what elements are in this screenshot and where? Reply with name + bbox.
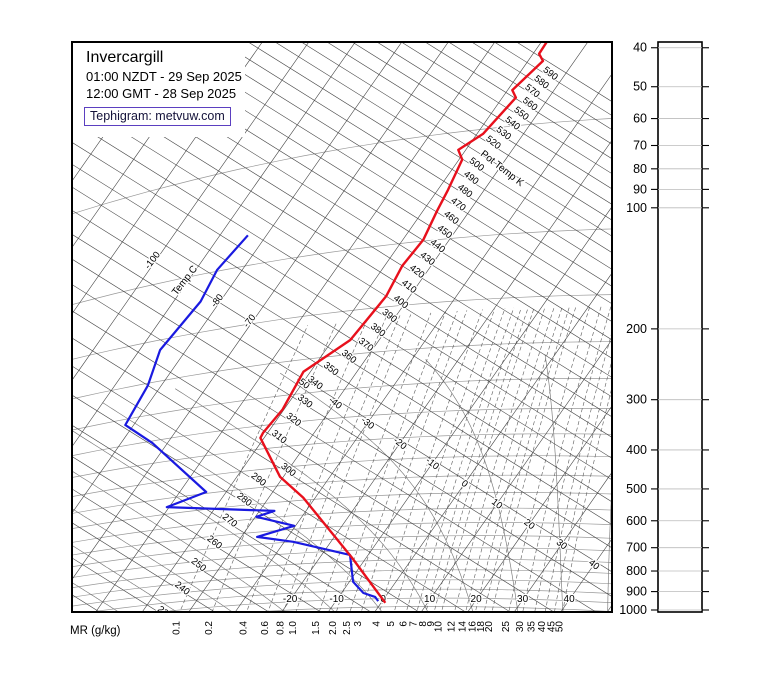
isotherm-upper-label: -70: [241, 312, 258, 330]
theta-label: 310: [269, 428, 288, 446]
mr-tick-label: 20: [484, 621, 495, 633]
theta-label: 410: [399, 278, 418, 296]
mr-tick-label: 0.8: [275, 621, 286, 635]
mr-tick-label: 1.5: [311, 621, 322, 635]
mr-tick-label: 40: [537, 621, 548, 633]
pressure-tick-label: 300: [626, 393, 647, 407]
pressure-tick-label: 200: [626, 322, 647, 336]
theta-axis-label: Pot Temp K: [478, 149, 526, 190]
mr-tick-label: 18: [476, 621, 487, 633]
pressure-tick-label: 1000: [619, 603, 647, 617]
isotherm-bottom-label: 30: [517, 594, 529, 605]
isotherm-mid-label: 20: [522, 517, 537, 532]
theta-label: 230: [155, 604, 174, 622]
theta-label: 340: [305, 374, 324, 392]
theta-label: 400: [391, 293, 410, 311]
mr-tick-label: 0.6: [260, 621, 271, 635]
pressure-bar: [657, 41, 703, 613]
pressure-tick-label: 70: [633, 138, 647, 152]
theta-label: 360: [339, 348, 358, 366]
moist-adiabat-lines: [72, 354, 612, 612]
mr-tick-label: 50: [555, 621, 566, 633]
valid-time-utc: 12:00 GMT - 28 Sep 2025: [86, 86, 237, 101]
theta-label: 350: [321, 360, 340, 378]
mr-tick-label: 30: [515, 621, 526, 633]
temperature-trace: [259, 42, 549, 604]
pressure-tick-label: 900: [626, 585, 647, 599]
theta-label: 430: [418, 250, 437, 268]
isotherm-mid-label: 0: [459, 478, 470, 490]
isotherm-bottom-label: -20: [283, 594, 298, 605]
theta-label: 330: [295, 392, 314, 410]
mr-tick-label: 12: [447, 621, 458, 633]
mr-tick-label: 6: [398, 621, 409, 627]
theta-label: 320: [284, 411, 303, 429]
mr-tick-label: 0.1: [172, 621, 183, 635]
mr-tick-label: 2.5: [342, 621, 353, 635]
theta-label: 390: [380, 307, 399, 325]
valid-time-local: 01:00 NZDT - 29 Sep 2025: [86, 69, 242, 84]
station-name: Invercargill: [86, 49, 164, 66]
pressure-tick-label: 100: [626, 201, 647, 215]
pressure-tick-label: 90: [633, 182, 647, 196]
mr-tick-label: 3: [353, 621, 364, 627]
mr-tick-label: 9: [426, 621, 437, 627]
isotherm-mid-label: -30: [359, 415, 377, 432]
isotherm-bottom-label: 20: [471, 594, 483, 605]
isotherm-mid-label: 10: [489, 497, 504, 512]
pressure-tick-label: 800: [626, 564, 647, 578]
mr-tick-label: 2.0: [328, 621, 339, 635]
mr-tick-label: 14: [458, 621, 469, 633]
isotherm-bottom-label: -10: [329, 594, 344, 605]
isotherm-mid-label: -40: [326, 395, 344, 412]
pressure-tick-label: 500: [626, 482, 647, 496]
mr-tick-label: 25: [501, 621, 512, 633]
isotherm-bottom-label: 40: [564, 594, 576, 605]
chart-header: Invercargill 01:00 NZDT - 29 Sep 2025 12…: [86, 48, 242, 102]
plot-border: [71, 41, 613, 613]
mr-tick-label: 45: [546, 621, 557, 633]
theta-label: 290: [249, 470, 268, 488]
isotherm-bottom-label: 10: [424, 594, 436, 605]
mr-tick-label: 10: [434, 621, 445, 633]
mr-tick-label: 35: [527, 621, 538, 633]
isotherm-lines: [72, 42, 612, 612]
mr-tick-label: 7: [409, 621, 420, 627]
isotherm-upper-label: -80: [209, 292, 226, 310]
mr-tick-label: 5: [386, 621, 397, 627]
theta-label: 420: [407, 263, 426, 281]
mr-tick-label: 16: [467, 621, 478, 633]
theta-label: 440: [428, 237, 447, 255]
pressure-tick-label: 80: [633, 162, 647, 176]
theta-label: 240: [172, 579, 191, 597]
mr-axis-label: MR (g/kg): [70, 625, 121, 637]
theta-label: 380: [368, 321, 387, 339]
pressure-tick-label: 50: [633, 80, 647, 94]
mr-tick-label: 0.2: [204, 621, 215, 635]
pressure-tick-label: 600: [626, 514, 647, 528]
pressure-tick-label: 400: [626, 443, 647, 457]
mr-tick-label: 0.4: [239, 621, 250, 635]
source-link[interactable]: Tephigram: metvuw.com: [84, 107, 231, 126]
dewpoint-trace: [124, 234, 380, 602]
isobar-lines: [72, 118, 612, 612]
mr-tick-label: 1.0: [288, 621, 299, 635]
mr-tick-label: 4: [372, 621, 383, 627]
isotherm-upper-label: -100: [143, 250, 163, 272]
pressure-tick-label: 700: [626, 541, 647, 555]
mr-tick-label: 8: [418, 621, 429, 627]
isotherm-mid-label: 40: [586, 557, 601, 572]
pressure-tick-label: 40: [633, 41, 647, 55]
temp-axis-label: Temp C: [170, 264, 200, 298]
pressure-tick-label: 60: [633, 112, 647, 126]
